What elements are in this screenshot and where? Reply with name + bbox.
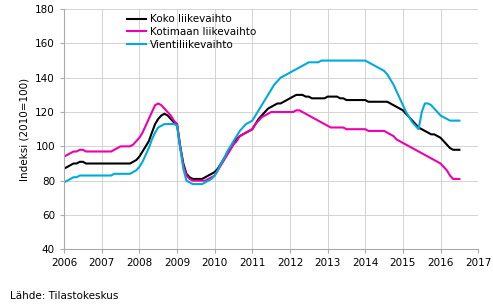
Koko liikevaihto — [190, 177, 196, 181]
Kotimaan liikevaihto — [303, 112, 309, 116]
Y-axis label: Indeksi (2010=100): Indeksi (2010=100) — [20, 78, 30, 181]
Vientiliikevaihto — [315, 60, 321, 64]
Koko liikevaihto — [296, 93, 302, 97]
Kotimaan liikevaihto — [457, 177, 462, 181]
Koko liikevaihto — [457, 148, 462, 152]
Koko liikevaihto — [303, 95, 309, 98]
Vientiliikevaihto — [434, 110, 440, 114]
Kotimaan liikevaihto — [80, 148, 86, 152]
Vientiliikevaihto — [400, 103, 406, 107]
Koko liikevaihto — [400, 109, 406, 112]
Kotimaan liikevaihto — [190, 179, 196, 182]
Text: Lähde: Tilastokeskus: Lähde: Tilastokeskus — [10, 291, 118, 301]
Legend: Koko liikevaihto, Kotimaan liikevaihto, Vientiliikevaihto: Koko liikevaihto, Kotimaan liikevaihto, … — [127, 14, 256, 50]
Kotimaan liikevaihto — [434, 160, 440, 164]
Koko liikevaihto — [318, 96, 324, 100]
Kotimaan liikevaihto — [61, 155, 67, 158]
Kotimaan liikevaihto — [296, 109, 302, 112]
Koko liikevaihto — [434, 134, 440, 138]
Line: Vientiliikevaihto: Vientiliikevaihto — [64, 60, 459, 184]
Line: Kotimaan liikevaihto: Kotimaan liikevaihto — [64, 103, 459, 181]
Kotimaan liikevaihto — [155, 102, 161, 105]
Vientiliikevaihto — [318, 59, 324, 62]
Koko liikevaihto — [293, 93, 299, 97]
Vientiliikevaihto — [300, 64, 306, 67]
Koko liikevaihto — [80, 160, 86, 164]
Kotimaan liikevaihto — [318, 120, 324, 124]
Koko liikevaihto — [61, 167, 67, 171]
Kotimaan liikevaihto — [400, 141, 406, 145]
Line: Koko liikevaihto: Koko liikevaihto — [64, 95, 459, 179]
Vientiliikevaihto — [457, 119, 462, 123]
Vientiliikevaihto — [61, 181, 67, 184]
Vientiliikevaihto — [80, 174, 86, 177]
Vientiliikevaihto — [190, 182, 196, 186]
Vientiliikevaihto — [293, 67, 299, 71]
